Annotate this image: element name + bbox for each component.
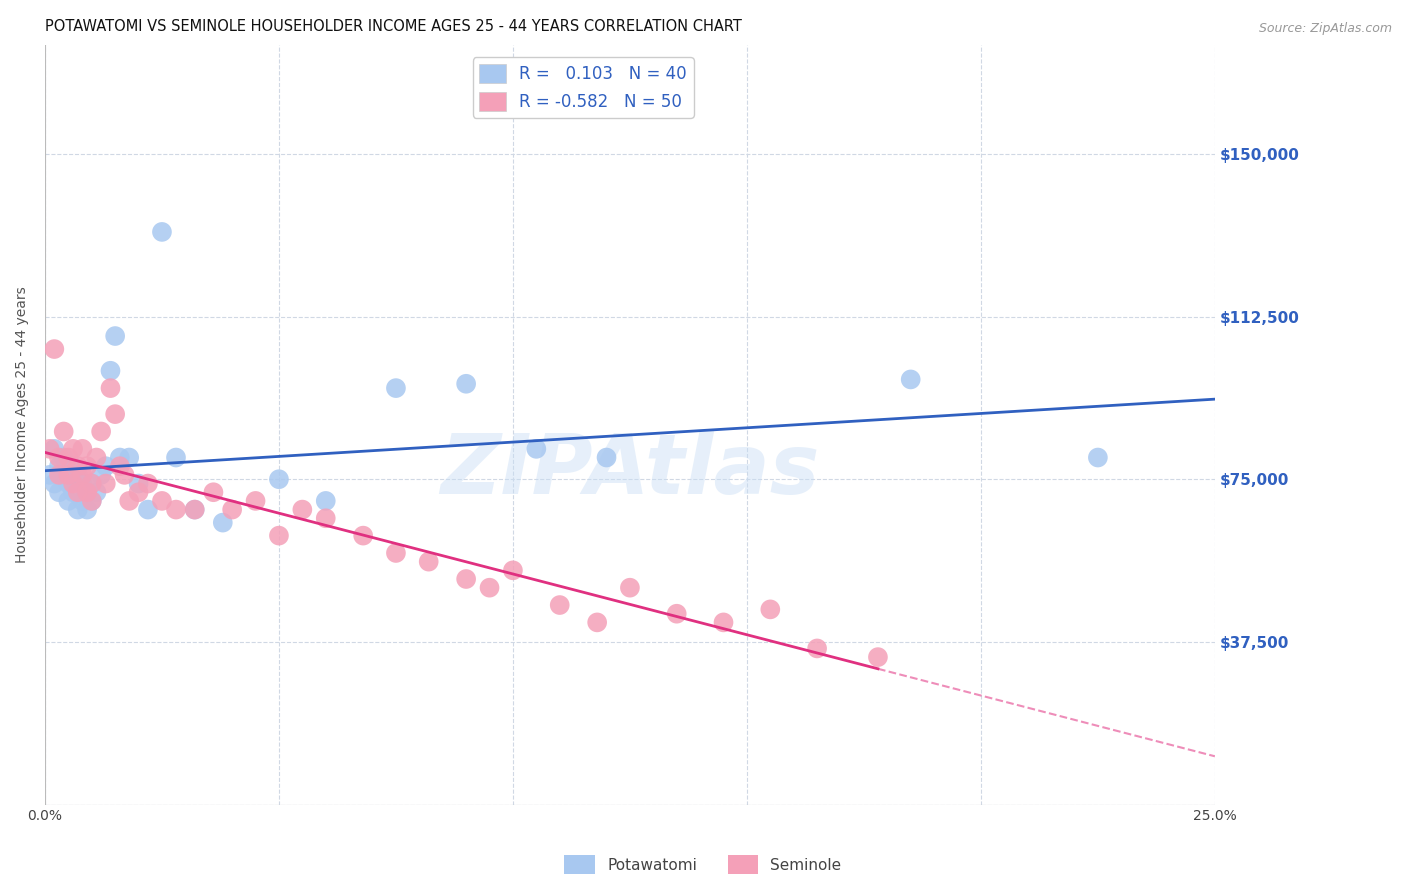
- Text: ZIPAtlas: ZIPAtlas: [440, 430, 820, 511]
- Point: [128, 485, 150, 500]
- Point: [62, 459, 84, 474]
- Point: [100, 364, 122, 378]
- Point: [183, 502, 205, 516]
- Point: [80, 476, 103, 491]
- Point: [48, 467, 70, 482]
- Point: [456, 572, 478, 586]
- Point: [586, 615, 609, 630]
- Point: [352, 528, 374, 542]
- Point: [759, 602, 782, 616]
- Point: [267, 528, 290, 542]
- Point: [385, 381, 408, 395]
- Y-axis label: Householder Income Ages 25 - 44 years: Householder Income Ages 25 - 44 years: [15, 286, 30, 564]
- Point: [1087, 450, 1109, 465]
- Point: [524, 442, 547, 456]
- Point: [44, 442, 66, 456]
- Point: [866, 650, 889, 665]
- Point: [62, 485, 84, 500]
- Point: [315, 494, 337, 508]
- Point: [315, 511, 337, 525]
- Text: Source: ZipAtlas.com: Source: ZipAtlas.com: [1258, 22, 1392, 36]
- Point: [52, 425, 75, 439]
- Point: [90, 467, 112, 482]
- Point: [72, 442, 94, 456]
- Point: [385, 546, 408, 560]
- Point: [136, 502, 159, 516]
- Point: [128, 476, 150, 491]
- Point: [118, 450, 141, 465]
- Point: [114, 467, 136, 482]
- Point: [72, 467, 94, 482]
- Point: [108, 459, 131, 474]
- Point: [665, 607, 688, 621]
- Point: [118, 494, 141, 508]
- Point: [478, 581, 501, 595]
- Point: [76, 485, 98, 500]
- Legend: Potawatomi, Seminole: Potawatomi, Seminole: [558, 849, 848, 880]
- Point: [94, 459, 117, 474]
- Point: [76, 485, 98, 500]
- Point: [44, 342, 66, 356]
- Point: [211, 516, 233, 530]
- Point: [58, 467, 80, 482]
- Point: [86, 485, 108, 500]
- Point: [165, 450, 187, 465]
- Point: [90, 425, 112, 439]
- Point: [104, 407, 127, 421]
- Point: [619, 581, 641, 595]
- Point: [595, 450, 617, 465]
- Point: [150, 494, 173, 508]
- Point: [806, 641, 828, 656]
- Point: [66, 502, 89, 516]
- Point: [136, 476, 159, 491]
- Point: [291, 502, 314, 516]
- Text: POTAWATOMI VS SEMINOLE HOUSEHOLDER INCOME AGES 25 - 44 YEARS CORRELATION CHART: POTAWATOMI VS SEMINOLE HOUSEHOLDER INCOM…: [45, 20, 742, 35]
- Point: [44, 476, 66, 491]
- Point: [86, 450, 108, 465]
- Point: [502, 563, 524, 577]
- Point: [66, 459, 89, 474]
- Point: [48, 485, 70, 500]
- Point: [62, 476, 84, 491]
- Point: [202, 485, 225, 500]
- Legend: R =   0.103   N = 40, R = -0.582   N = 50: R = 0.103 N = 40, R = -0.582 N = 50: [472, 57, 693, 118]
- Point: [80, 494, 103, 508]
- Point: [94, 476, 117, 491]
- Point: [48, 450, 70, 465]
- Point: [456, 376, 478, 391]
- Point: [183, 502, 205, 516]
- Point: [58, 476, 80, 491]
- Point: [38, 442, 60, 456]
- Point: [267, 472, 290, 486]
- Point: [100, 381, 122, 395]
- Point: [62, 442, 84, 456]
- Point: [66, 485, 89, 500]
- Point: [245, 494, 267, 508]
- Point: [76, 459, 98, 474]
- Point: [72, 494, 94, 508]
- Point: [221, 502, 243, 516]
- Point: [165, 502, 187, 516]
- Point: [52, 467, 75, 482]
- Point: [52, 450, 75, 465]
- Point: [72, 476, 94, 491]
- Point: [66, 467, 89, 482]
- Point: [80, 494, 103, 508]
- Point: [80, 476, 103, 491]
- Point: [900, 372, 922, 386]
- Point: [548, 598, 571, 612]
- Point: [150, 225, 173, 239]
- Point: [104, 329, 127, 343]
- Point: [58, 450, 80, 465]
- Point: [76, 502, 98, 516]
- Point: [58, 494, 80, 508]
- Point: [713, 615, 735, 630]
- Point: [38, 467, 60, 482]
- Point: [48, 459, 70, 474]
- Point: [418, 555, 440, 569]
- Point: [108, 450, 131, 465]
